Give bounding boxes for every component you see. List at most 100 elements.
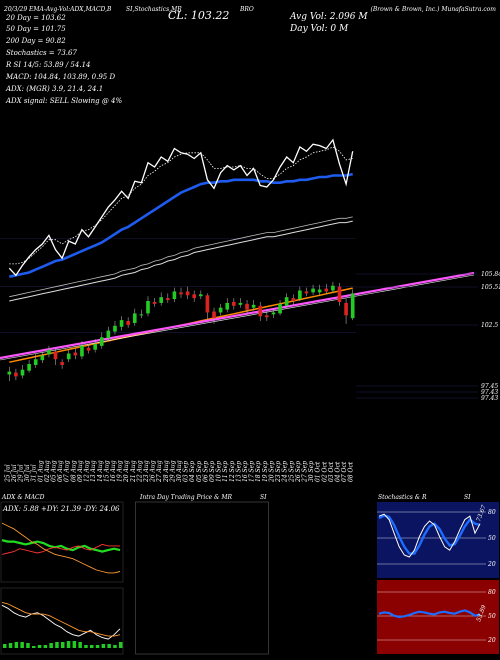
- adx-box: [0, 501, 124, 583]
- candle-body: [40, 355, 45, 361]
- candle-body: [245, 303, 249, 310]
- candle-body: [205, 295, 210, 313]
- candle-body: [344, 302, 348, 316]
- intraday-title: Intra Day Trading Price & MR: [139, 494, 233, 501]
- stoch-title: Stochastics & R: [378, 494, 427, 501]
- candle: [205, 293, 210, 320]
- candle-body: [324, 288, 329, 292]
- candle-body: [192, 294, 197, 299]
- date-label: 30 Sep: [308, 461, 315, 482]
- macd-histogram-bar: [8, 643, 13, 648]
- date-label: 28 Aug: [163, 460, 170, 483]
- candle: [165, 293, 170, 303]
- macd-histogram-bar: [84, 645, 88, 648]
- price-axis-label: 102.5: [481, 322, 498, 329]
- candle: [113, 321, 117, 335]
- candle: [47, 345, 51, 358]
- candle-body: [232, 301, 236, 306]
- macd-histogram-bar: [119, 642, 123, 648]
- stochastics-label: Stochastics = 73.67: [6, 49, 77, 57]
- ticker-fragment: BRO: [239, 6, 254, 13]
- candle-body: [317, 289, 322, 293]
- date-label: 02 Aug: [44, 460, 51, 482]
- ema100-upper-line: [9, 216, 353, 298]
- date-label: 09 Aug: [77, 460, 84, 482]
- candle: [53, 348, 58, 365]
- price-grid: [0, 237, 356, 333]
- date-label: 15 Aug: [103, 460, 110, 482]
- moving-averages: [0, 138, 475, 363]
- date-label: 16 Aug: [110, 460, 117, 482]
- candle: [7, 366, 12, 382]
- date-label: 13 Sep: [235, 461, 242, 482]
- candle-body: [212, 311, 216, 319]
- candle: [106, 326, 111, 342]
- macd-histogram-bar: [20, 642, 24, 648]
- candle: [132, 308, 137, 326]
- date-label: 29 Jul: [18, 464, 25, 483]
- candle: [185, 286, 190, 300]
- macd-histogram-bar: [95, 645, 100, 648]
- stoch-d-line: [378, 514, 481, 555]
- candle: [212, 307, 216, 324]
- candle-body: [60, 362, 64, 365]
- candle-body: [165, 298, 170, 301]
- date-label: 16 Sep: [242, 461, 249, 482]
- candle-body: [126, 321, 130, 325]
- date-label: 06 Aug: [57, 460, 64, 482]
- candle: [139, 309, 144, 319]
- candle: [258, 301, 263, 322]
- candle-body: [284, 297, 289, 306]
- candle-body: [99, 337, 104, 346]
- date-label: 09 Sep: [209, 461, 216, 482]
- candle-body: [66, 353, 71, 360]
- macd-lines: [1, 601, 123, 648]
- candle: [146, 296, 150, 317]
- candle-body: [238, 302, 243, 305]
- date-label: 30 Jul: [24, 464, 31, 482]
- candle-body: [132, 313, 137, 323]
- macd-histogram-bar: [90, 645, 94, 648]
- candle-body: [159, 297, 164, 303]
- date-label: 04 Oct: [334, 461, 341, 482]
- rsi-axis-label: 20: [487, 637, 496, 644]
- candle-body: [47, 349, 51, 355]
- candle-body: [225, 302, 230, 310]
- candle: [86, 343, 91, 354]
- candle: [119, 316, 124, 331]
- date-label: 01 Aug: [37, 460, 44, 482]
- candle-body: [337, 286, 342, 302]
- ema20-dotted-line: [9, 146, 353, 265]
- macd-histogram-bar: [37, 645, 42, 648]
- macd-histogram-bar: [3, 644, 7, 648]
- ema50-line: [9, 172, 353, 278]
- candle: [337, 282, 342, 306]
- candle-body: [33, 359, 38, 365]
- rsi-label: R SI 14/5: 53.89 / 54.14: [5, 61, 90, 69]
- close-line: [8, 138, 354, 277]
- candle-body: [185, 291, 190, 296]
- candle-body: [350, 293, 355, 319]
- date-label: 04 Sep: [189, 461, 196, 482]
- candle: [73, 348, 78, 360]
- candle-body: [106, 330, 111, 339]
- candle-body: [218, 307, 223, 313]
- rsi-axis-label: 80: [488, 589, 496, 596]
- price-axis-label: 105.84: [481, 271, 500, 278]
- date-label: 17 Sep: [249, 461, 256, 482]
- candle: [284, 293, 289, 308]
- candle-body: [113, 325, 117, 332]
- candle-body: [27, 364, 31, 371]
- candle-body: [146, 301, 150, 314]
- candle-body: [53, 351, 58, 360]
- macd-histogram-bar: [43, 645, 48, 648]
- date-label: 13 Aug: [90, 460, 97, 482]
- candle: [232, 298, 236, 310]
- trend-line: [0, 271, 475, 360]
- candle: [14, 368, 18, 381]
- date-label: 29 Aug: [169, 460, 176, 483]
- date-label: 02 Oct: [321, 461, 328, 482]
- macd-histogram-bar: [49, 643, 53, 648]
- price-axis-label: 97.45: [481, 383, 498, 390]
